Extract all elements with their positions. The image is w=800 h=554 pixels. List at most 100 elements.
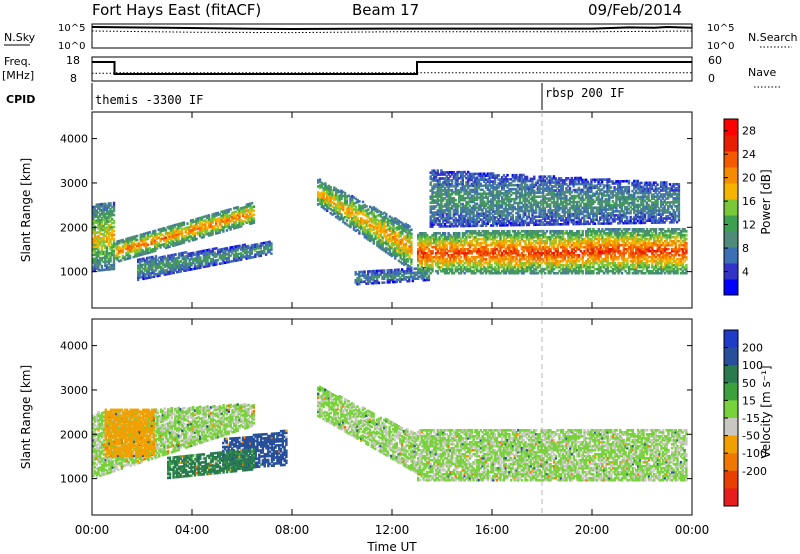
power-cell — [213, 212, 216, 216]
power-cell — [107, 230, 110, 233]
power-cell — [146, 243, 150, 247]
power-cell — [227, 218, 230, 222]
power-cell — [98, 237, 102, 240]
power-cell — [224, 211, 227, 215]
power-cell — [111, 227, 114, 231]
power-cell — [123, 244, 126, 247]
power-cell — [193, 224, 196, 227]
power-cell — [92, 241, 95, 245]
power-cell — [206, 226, 209, 230]
power-cell — [490, 263, 493, 267]
power-cell — [206, 232, 209, 236]
power-cell — [107, 244, 110, 247]
power-cell — [93, 235, 97, 239]
power-cell — [209, 223, 212, 227]
power-cell — [191, 226, 195, 230]
power-cell — [164, 246, 168, 249]
power-cell — [105, 240, 109, 243]
power-cell — [134, 251, 137, 254]
power-cell — [220, 210, 223, 214]
power-cell — [116, 244, 119, 247]
power-cell — [100, 202, 104, 206]
power-cell — [93, 243, 97, 247]
power-cell — [207, 234, 211, 237]
power-cell — [146, 247, 150, 251]
power-cell — [222, 214, 225, 217]
power-cell — [213, 216, 216, 220]
power-cell — [207, 214, 211, 217]
power-cell — [207, 226, 211, 229]
power-cell — [225, 213, 229, 216]
power-cell — [97, 245, 100, 248]
power-cell — [98, 221, 102, 224]
power-cell — [100, 252, 104, 256]
power-cell — [164, 232, 168, 236]
power-cell — [123, 258, 126, 261]
power-cell — [97, 231, 100, 234]
power-cell — [100, 248, 104, 252]
power-cell — [184, 234, 187, 238]
power-cell — [180, 231, 184, 235]
power-cell — [100, 246, 104, 250]
power-cell — [207, 232, 211, 235]
power-cell — [207, 218, 211, 221]
power-cell — [177, 240, 180, 244]
nsearch-label: N.Search — [748, 31, 798, 44]
power-cell — [198, 228, 202, 232]
nave-label: Nave — [748, 66, 776, 79]
power-cell — [207, 220, 211, 223]
power-cell — [102, 218, 105, 222]
power-cell — [175, 227, 178, 230]
power-cell — [231, 219, 234, 223]
power-cell — [109, 252, 112, 255]
power-cell — [216, 217, 220, 221]
power-cell — [163, 243, 166, 246]
power-cell — [189, 235, 193, 238]
power-cell — [143, 242, 146, 246]
power-cell — [97, 261, 100, 264]
power-cell — [173, 231, 177, 235]
power-cell — [620, 271, 624, 275]
power-cell — [150, 240, 153, 244]
power-cell — [132, 235, 135, 239]
power-cell — [175, 241, 178, 244]
power-cell — [216, 225, 220, 229]
power-cell — [152, 242, 155, 245]
power-cell — [95, 235, 98, 238]
power-cell — [143, 250, 146, 254]
power-cell — [102, 232, 105, 236]
power-cell — [105, 206, 109, 209]
power-cell — [105, 260, 109, 263]
power-cell — [200, 222, 204, 225]
power-cell — [107, 236, 110, 239]
power-cell — [218, 231, 221, 234]
power-cell — [224, 225, 227, 229]
power-cell — [97, 237, 100, 240]
power-cell — [121, 244, 125, 248]
power-cell — [112, 259, 116, 263]
power-cell — [102, 256, 105, 260]
power-cell — [164, 242, 168, 246]
power-cell — [198, 230, 202, 234]
power-cell — [139, 251, 142, 255]
power-cell — [168, 225, 171, 229]
power-cell — [93, 239, 97, 243]
power-cell — [109, 246, 112, 249]
power-cell — [161, 243, 164, 247]
power-cell — [200, 218, 204, 221]
power-cell — [104, 208, 107, 212]
power-cell — [92, 257, 95, 261]
power-cell — [209, 231, 212, 235]
power-cell — [175, 223, 178, 226]
power-cell — [171, 228, 175, 231]
power-cell — [98, 253, 102, 256]
nave-series-line — [92, 72, 692, 74]
freq-strip: Freq. [MHz] 18 8 60 0 Nave — [2, 54, 780, 88]
power-cell — [93, 269, 97, 273]
power-cell — [209, 219, 212, 223]
power-cell — [107, 260, 110, 263]
power-cell — [107, 220, 110, 223]
power-cell — [92, 211, 95, 215]
power-cell — [193, 232, 196, 235]
power-cell — [109, 208, 112, 211]
